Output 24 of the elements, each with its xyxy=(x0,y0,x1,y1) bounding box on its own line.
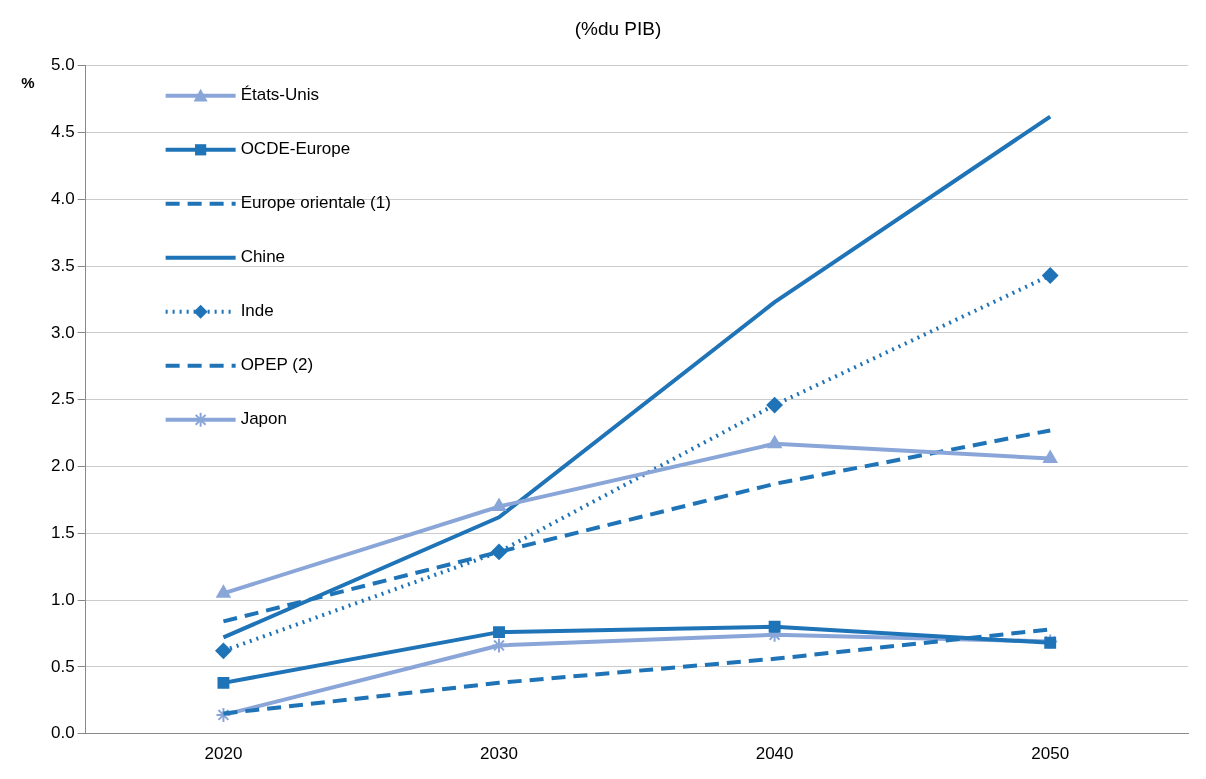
legend-label: États-Unis xyxy=(240,85,320,105)
y-axis-title: % xyxy=(21,73,35,91)
y-tick-label: 1.0 xyxy=(50,589,75,609)
x-tick-label: 2030 xyxy=(480,744,518,764)
legend-label: OCDE-Europe xyxy=(240,139,351,159)
y-tick-label: 0.5 xyxy=(50,656,75,676)
legend-label: OPEP (2) xyxy=(240,355,314,375)
y-tick-label: 0.0 xyxy=(50,723,75,743)
chart-title: (%du PIB) xyxy=(574,17,662,39)
legend-label: Chine xyxy=(240,247,286,267)
legend-label: Japon xyxy=(240,409,287,429)
y-tick-label: 1.5 xyxy=(50,522,75,542)
y-tick-label: 2.5 xyxy=(50,389,75,409)
y-tick-label: 3.5 xyxy=(50,255,75,275)
legend-label: Europe orientale (1) xyxy=(240,193,391,213)
y-tick-label: 4.5 xyxy=(50,122,75,142)
y-tick-label: 5.0 xyxy=(50,55,75,75)
y-tick-label: 2.0 xyxy=(50,456,75,476)
x-tick-label: 2020 xyxy=(204,744,243,764)
x-tick-label: 2040 xyxy=(755,744,794,764)
x-tick-label: 2050 xyxy=(1031,744,1070,764)
y-tick-label: 3.0 xyxy=(50,322,75,342)
legend-label: Inde xyxy=(240,301,274,321)
y-tick-label: 4.0 xyxy=(50,189,75,209)
